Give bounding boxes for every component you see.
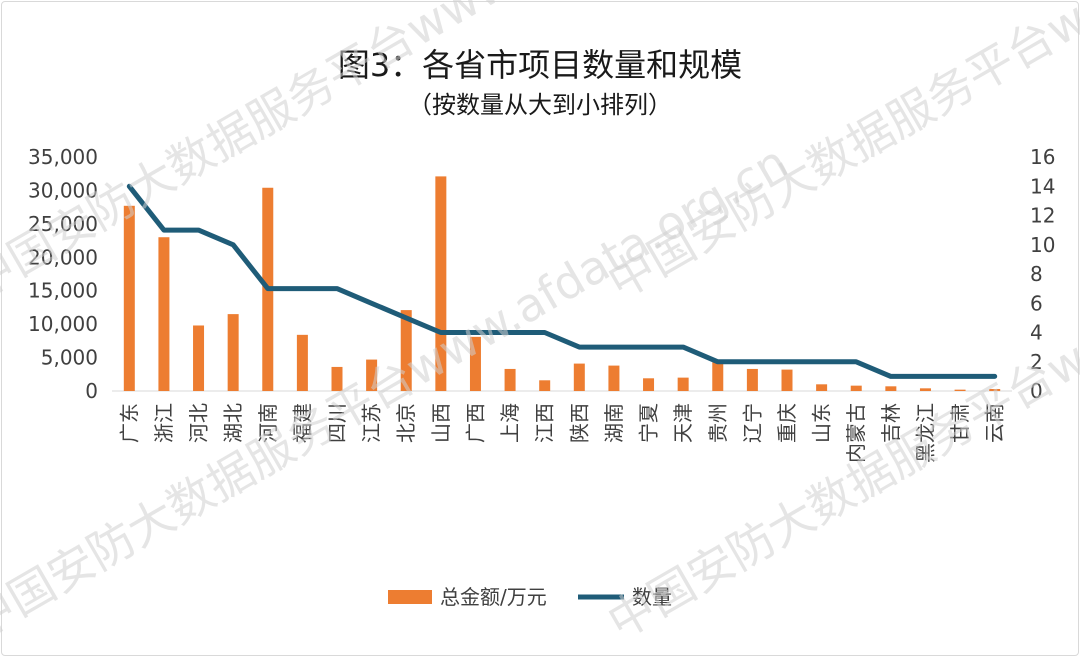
- left-tick-label: 15,000: [28, 279, 98, 303]
- category-label: 北京: [394, 403, 418, 443]
- bar: [712, 362, 724, 391]
- legend-line-label: 数量: [632, 585, 672, 609]
- bar: [850, 385, 862, 391]
- category-label: 上海: [498, 403, 522, 443]
- left-tick-label: 25,000: [28, 212, 98, 236]
- category-label: 山东: [810, 403, 834, 443]
- bar: [816, 384, 828, 391]
- bar: [746, 368, 758, 391]
- line-series: [126, 183, 998, 379]
- right-tick-label: 10: [1030, 233, 1055, 257]
- bar: [989, 388, 1001, 391]
- right-tick-label: 12: [1030, 204, 1055, 228]
- bar: [608, 365, 620, 391]
- bar: [781, 369, 793, 391]
- bar: [919, 388, 931, 391]
- bar: [193, 325, 205, 391]
- category-label: 广西: [463, 403, 487, 443]
- chart-title: 图3：各省市项目数量和规模: [338, 46, 742, 84]
- right-tick-label: 14: [1030, 174, 1055, 198]
- category-label: 辽宁: [740, 403, 764, 443]
- category-label: 浙江: [152, 403, 176, 443]
- left-tick-label: 35,000: [28, 145, 98, 169]
- bar: [469, 336, 481, 391]
- category-label: 河北: [187, 403, 211, 443]
- bar: [539, 380, 551, 391]
- right-tick-label: 4: [1030, 321, 1043, 345]
- legend-bar-label: 总金额/万元: [440, 585, 547, 609]
- legend: 总金额/万元 数量: [388, 585, 672, 609]
- category-label: 江苏: [360, 403, 384, 443]
- category-label: 湖北: [221, 403, 245, 443]
- category-label: 吉林: [879, 403, 903, 443]
- category-label: 福建: [290, 403, 314, 443]
- category-label: 宁夏: [637, 403, 661, 443]
- category-label: 黑龙江: [913, 403, 937, 463]
- left-tick-label: 20,000: [28, 245, 98, 269]
- bar: [643, 378, 655, 391]
- legend-bar-swatch: [388, 590, 432, 604]
- bar: [331, 366, 343, 391]
- bar: [400, 310, 412, 391]
- bar: [158, 237, 170, 391]
- category-label: 贵州: [706, 403, 730, 443]
- left-tick-label: 0: [85, 379, 98, 403]
- chart-subtitle: （按数量从大到小排列）: [408, 91, 672, 119]
- bar: [677, 377, 689, 391]
- category-label: 天津: [671, 403, 695, 443]
- right-tick-label: 0: [1030, 379, 1043, 403]
- right-tick-label: 2: [1030, 350, 1043, 374]
- category-label: 重庆: [775, 403, 799, 443]
- category-label: 河南: [256, 403, 280, 443]
- bar: [573, 363, 585, 391]
- category-label: 内蒙古: [844, 403, 868, 463]
- left-tick-label: 10,000: [28, 312, 98, 336]
- category-label: 江西: [533, 403, 557, 443]
- left-tick-label: 30,000: [28, 178, 98, 202]
- category-label: 甘肃: [948, 403, 972, 443]
- left-tick-label: 5,000: [41, 346, 98, 370]
- right-axis-ticks: 0 2 4 6 8 10 12 14 16: [1030, 145, 1055, 403]
- right-tick-label: 6: [1030, 291, 1043, 315]
- left-axis-ticks: 0 5,000 10,000 15,000 20,000 25,000 30,000 35,0…: [28, 145, 98, 403]
- category-label: 广东: [117, 403, 141, 443]
- category-label: 云南: [983, 403, 1007, 443]
- bar: [123, 205, 135, 391]
- bar: [885, 386, 897, 391]
- bar: [954, 389, 966, 391]
- category-labels: 广东 浙江 河北 湖北 河南 福建 四川 江苏 北京 山西 广西 上海 江西 陕西 湖南 宁夏 天津 贵州 辽宁 重庆…: [117, 403, 1006, 463]
- right-tick-label: 16: [1030, 145, 1055, 169]
- category-label: 湖南: [602, 403, 626, 443]
- bar: [366, 359, 378, 391]
- bar: [296, 334, 308, 391]
- category-label: 山西: [429, 403, 453, 443]
- bar: [435, 176, 447, 391]
- right-tick-label: 8: [1030, 262, 1043, 286]
- category-label: 四川: [325, 403, 349, 443]
- bar: [504, 368, 516, 391]
- category-label: 陕西: [567, 403, 591, 443]
- bar: [227, 314, 239, 391]
